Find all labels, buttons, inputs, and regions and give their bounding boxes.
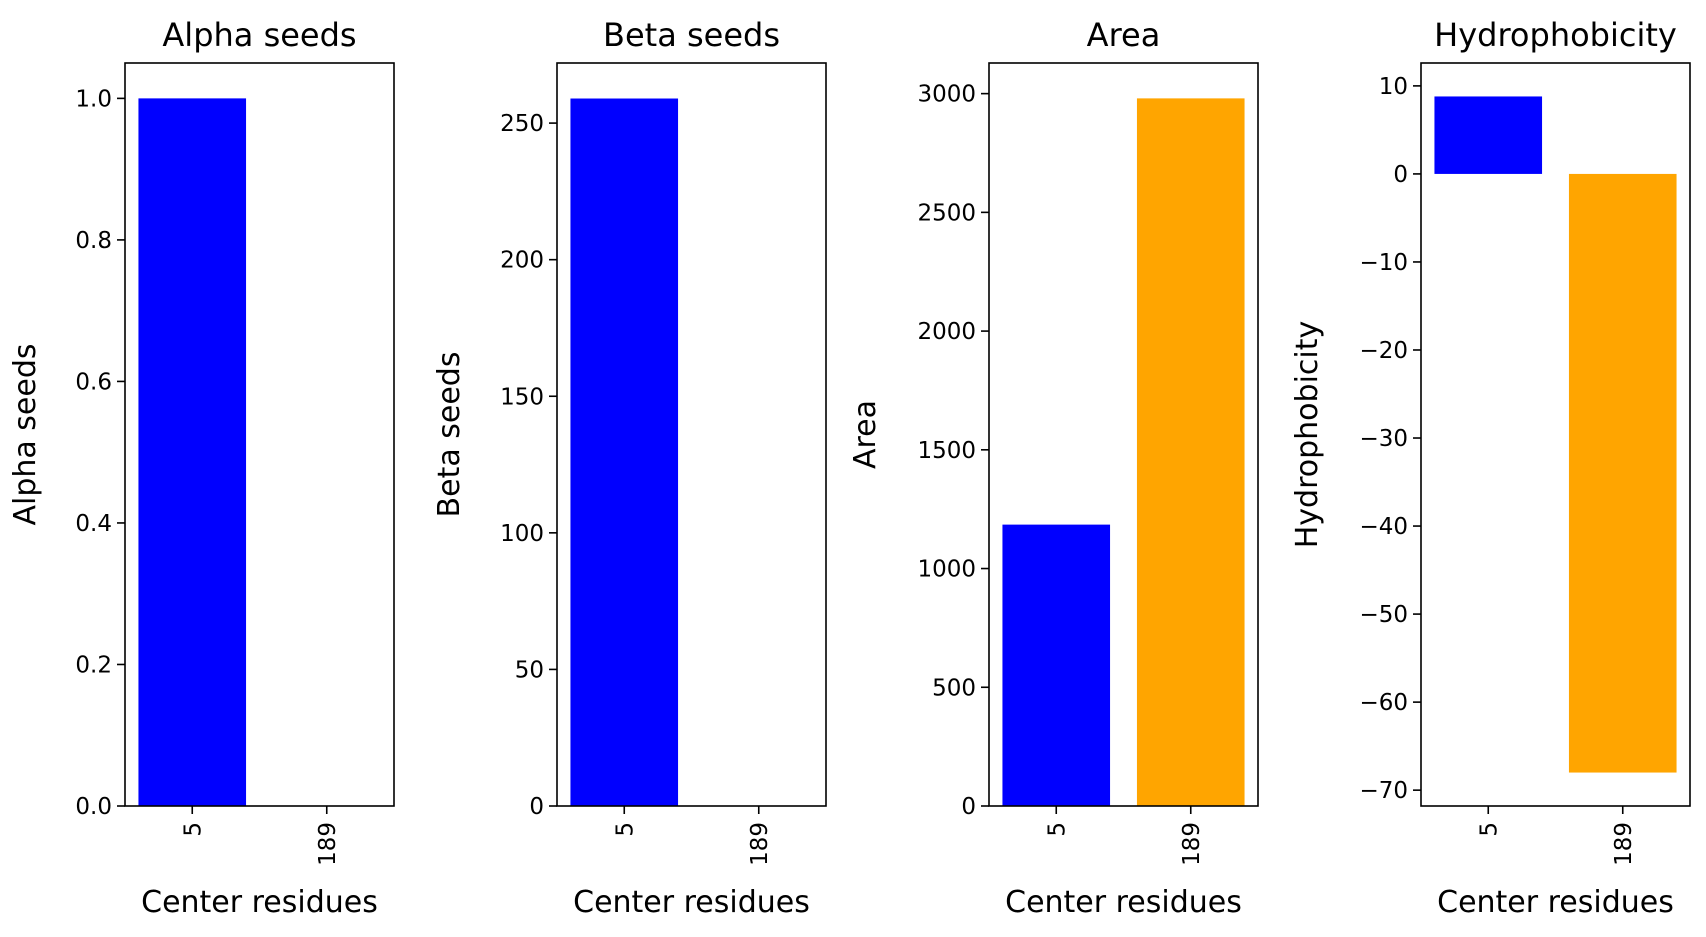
chart-title: Beta seeds	[603, 16, 780, 54]
y-tick-label: 0.6	[75, 369, 112, 395]
x-tick-label: 189	[1611, 822, 1637, 866]
plot-frame	[124, 62, 395, 807]
plot-frame	[988, 62, 1259, 807]
y-tick-label: 50	[515, 657, 544, 683]
y-tick-label: 2000	[917, 319, 976, 345]
y-tick-label: 0	[961, 794, 976, 820]
y-tick-label: 250	[500, 111, 544, 137]
chart-panel-4: 10 0 −10 −20 −30 −40 −50 −60 −70 5 189 Hydrophobici…	[1290, 16, 1691, 920]
x-tick-label: 5	[1044, 822, 1070, 837]
bar-5	[1002, 524, 1111, 806]
y-tick-label: −30	[1359, 426, 1408, 452]
y-tick-label: −50	[1359, 602, 1408, 628]
y-axis-label: Area	[848, 400, 883, 469]
y-tick-label: −40	[1359, 514, 1408, 540]
y-tick-label: 0.4	[75, 511, 112, 537]
bar-189	[1136, 98, 1245, 806]
chart-title: Alpha seeds	[162, 16, 356, 54]
y-tick-label: −20	[1359, 338, 1408, 364]
chart-title: Area	[1087, 16, 1161, 54]
bar-5	[138, 98, 247, 806]
y-tick-label: 1000	[917, 557, 976, 583]
plot-frame	[556, 62, 827, 807]
y-tick-label: 0.8	[75, 228, 112, 254]
x-axis-label: Center residues	[1437, 885, 1674, 920]
chart-panel-1: 0.0 0.2 0.4 0.6 0.8 1.0 5 189 Alpha seeds Center …	[8, 16, 395, 920]
y-tick-label: 0	[529, 794, 544, 820]
y-tick-label: 0	[1393, 162, 1408, 188]
y-tick-label: −60	[1359, 690, 1408, 716]
y-tick-label: 150	[500, 384, 544, 410]
chart-title: Hydrophobicity	[1434, 16, 1677, 54]
bar-5	[570, 98, 679, 806]
x-tick-label: 189	[1179, 822, 1205, 866]
x-axis-label: Center residues	[573, 885, 810, 920]
y-tick-label: 200	[500, 248, 544, 274]
chart-panel-3: 0 500 1000 1500 2000 2500 3000 5 189 Area Center r…	[848, 16, 1259, 920]
x-tick-label: 189	[315, 822, 341, 866]
x-tick-label: 189	[747, 822, 773, 866]
y-tick-label: 0.2	[75, 652, 112, 678]
x-tick-label: 5	[1476, 822, 1502, 837]
y-tick-label: 0.0	[75, 794, 112, 820]
y-tick-label: 2500	[917, 200, 976, 226]
plot-frame	[1420, 62, 1691, 807]
chart-panel-2: 0 50 100 150 200 250 5 189 Beta seeds Center resi…	[432, 16, 827, 920]
x-axis-label: Center residues	[1005, 885, 1242, 920]
y-tick-label: 100	[500, 521, 544, 547]
x-tick-label: 5	[180, 822, 206, 837]
y-tick-label: 3000	[917, 82, 976, 108]
y-axis-label: Beta seeds	[432, 352, 467, 518]
y-tick-label: 10	[1379, 74, 1408, 100]
y-tick-label: 500	[932, 675, 976, 701]
y-tick-label: −70	[1359, 778, 1408, 804]
bar-189	[1568, 173, 1677, 773]
y-tick-label: 1.0	[75, 86, 112, 112]
y-axis-label: Hydrophobicity	[1290, 321, 1325, 549]
y-axis-label: Alpha seeds	[8, 343, 43, 525]
x-tick-label: 5	[612, 822, 638, 837]
y-tick-label: −10	[1359, 250, 1408, 276]
bar-5	[1434, 96, 1543, 174]
y-tick-label: 1500	[917, 438, 976, 464]
x-axis-label: Center residues	[141, 885, 378, 920]
